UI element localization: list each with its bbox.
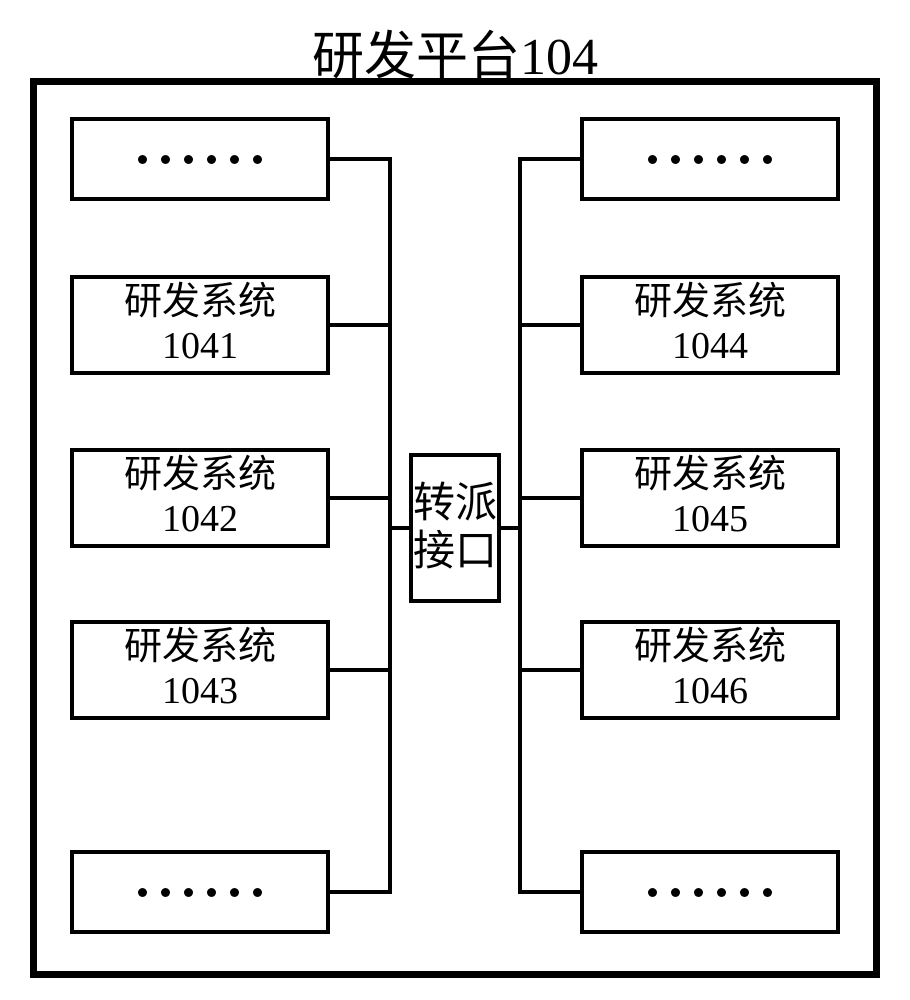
right-node-1044: 研发系统 1044 — [580, 275, 840, 375]
left-node-ellipsis-bottom — [70, 850, 330, 934]
left-node-ellipsis-top — [70, 117, 330, 201]
ellipsis-icon — [138, 888, 262, 897]
left-node-1042: 研发系统 1042 — [70, 448, 330, 548]
stub-left-3 — [326, 668, 392, 672]
right-node-1046: 研发系统 1046 — [580, 620, 840, 720]
stub-left-4 — [326, 890, 392, 894]
hub-to-right-bus — [499, 526, 522, 530]
stub-left-0 — [326, 157, 392, 161]
ellipsis-icon — [648, 888, 772, 897]
diagram-canvas: 研发平台104 研发系统 1041 研发系统 1042 研发系统 1043 研发… — [0, 0, 910, 1000]
stub-right-4 — [518, 890, 584, 894]
ellipsis-icon — [138, 155, 262, 164]
right-node-ellipsis-top — [580, 117, 840, 201]
left-node-1041: 研发系统 1041 — [70, 275, 330, 375]
hub-node: 转派 接口 — [409, 453, 501, 603]
right-node-ellipsis-bottom — [580, 850, 840, 934]
right-node-1045: 研发系统 1045 — [580, 448, 840, 548]
hub-to-left-bus — [388, 526, 411, 530]
stub-right-0 — [518, 157, 584, 161]
stub-left-2 — [326, 496, 392, 500]
stub-right-2 — [518, 496, 584, 500]
ellipsis-icon — [648, 155, 772, 164]
stub-left-1 — [326, 323, 392, 327]
stub-right-1 — [518, 323, 584, 327]
left-node-1043: 研发系统 1043 — [70, 620, 330, 720]
stub-right-3 — [518, 668, 584, 672]
